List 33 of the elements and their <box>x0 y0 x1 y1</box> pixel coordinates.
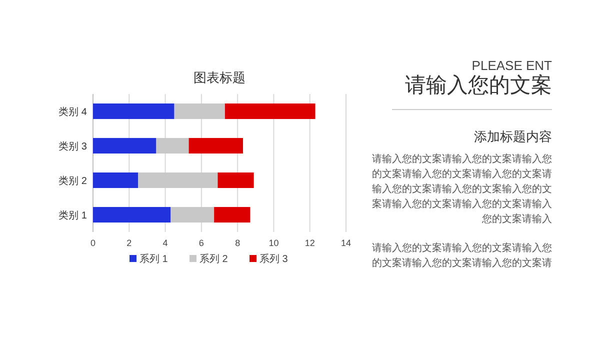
bar <box>224 103 316 120</box>
text: 请输入您的文案请输入您的文案请输入您的文案请输入您的文案请输入您的文案请输入您的文案请输入您的文案输入您的文案请输入您的文案请输入您的文案请输入您的文案请输入 <box>372 152 552 227</box>
x-tick-label: 6 <box>198 238 204 248</box>
bar <box>170 206 214 223</box>
x-tick-label: 0 <box>90 238 96 248</box>
chart-title: 图表标题 <box>194 70 246 85</box>
bar <box>218 172 254 188</box>
bar <box>174 103 225 120</box>
bar <box>214 206 250 223</box>
bar <box>156 138 189 154</box>
x-tick-label: 12 <box>304 238 315 248</box>
text: 添加标题内容 <box>473 128 552 146</box>
bar <box>93 103 174 120</box>
bar <box>138 172 218 188</box>
bar <box>188 138 243 154</box>
y-tick-label: 类别 3 <box>58 140 88 152</box>
legend-label: 系列 2 <box>200 253 228 265</box>
text: 请输入您的文案 <box>404 73 552 99</box>
legend-label: 系列 3 <box>260 253 288 265</box>
text: PLEASE ENT <box>470 58 552 73</box>
x-tick-label: 4 <box>162 238 168 248</box>
x-tick-label: 10 <box>268 238 279 248</box>
y-tick-label: 类别 4 <box>58 106 88 118</box>
y-tick-label: 类别 2 <box>58 174 88 187</box>
text: 请输入您的文案请输入您的文案请输入您的文案请输入您的文案请输入您的文案请 <box>372 242 552 271</box>
legend-label: 系列 1 <box>140 253 168 265</box>
bar <box>93 172 138 188</box>
bar <box>93 138 156 154</box>
x-tick-label: 8 <box>235 238 240 248</box>
x-tick-label: 14 <box>340 238 352 248</box>
x-tick-label: 2 <box>126 238 132 248</box>
y-tick-label: 类别 1 <box>58 209 88 222</box>
bar <box>93 206 171 223</box>
